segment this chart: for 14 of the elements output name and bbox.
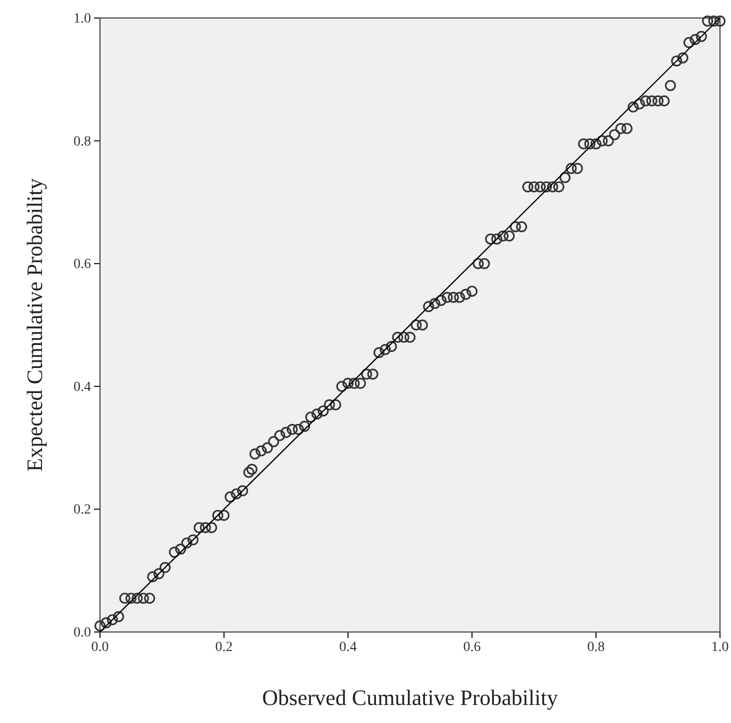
y-tick-label: 0.2 — [74, 502, 91, 518]
x-tick-label: 0.2 — [215, 640, 233, 655]
x-tick-label: 0.4 — [339, 640, 357, 655]
x-tick-label: 1.0 — [711, 640, 729, 655]
x-tick-label: 0.6 — [463, 640, 481, 655]
x-axis-title: Observed Cumulative Probability — [262, 685, 558, 710]
y-tick-label: 0.8 — [74, 134, 91, 150]
y-tick-label: 1.0 — [74, 11, 91, 26]
y-tick-label: 0.4 — [74, 380, 91, 395]
y-tick-label: 0.0 — [74, 625, 91, 640]
x-tick-label: 0.0 — [91, 640, 109, 655]
y-axis-title: Expected Cumulative Probability — [22, 178, 47, 472]
x-tick-label: 0.8 — [587, 640, 605, 655]
y-tick-label: 0.6 — [74, 257, 91, 272]
